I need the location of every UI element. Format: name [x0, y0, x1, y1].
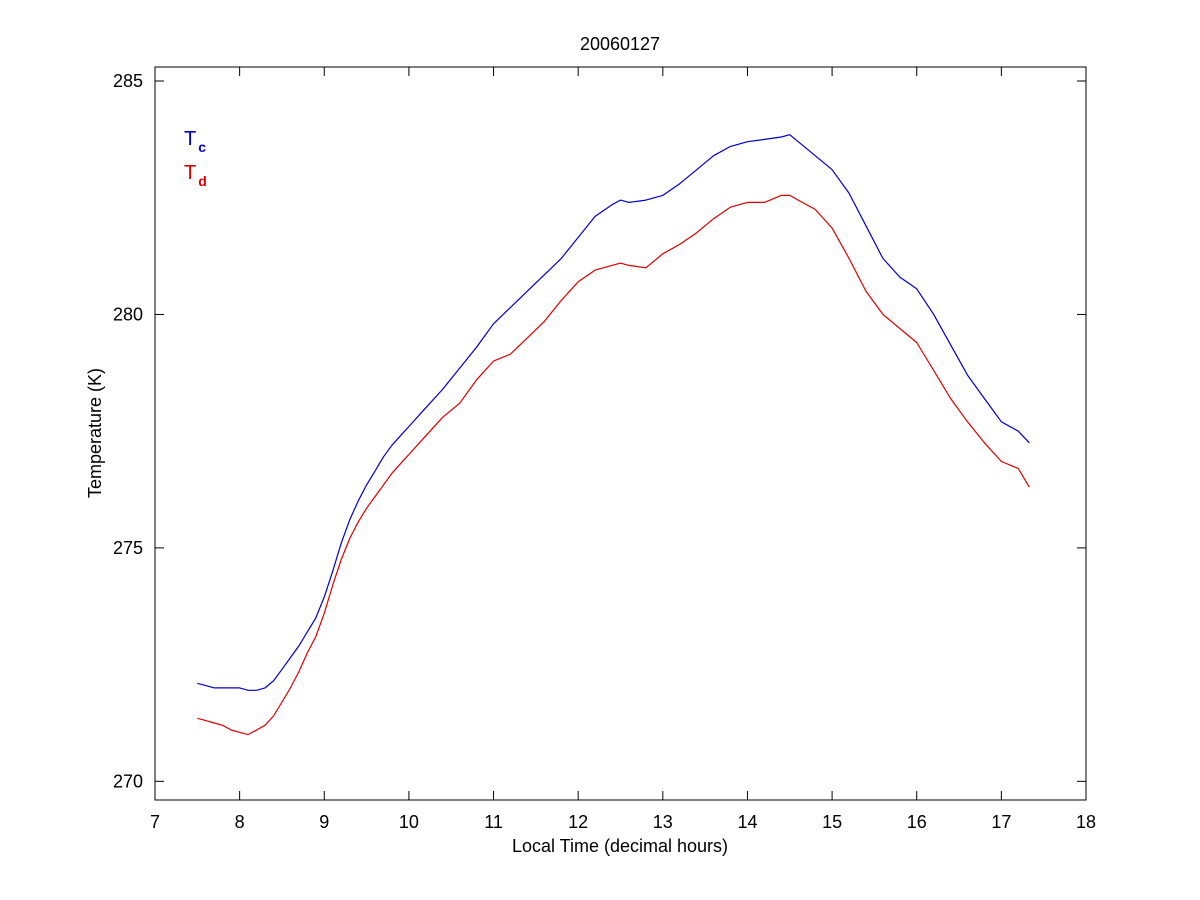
- series-line-td: [197, 194, 1030, 736]
- x-tick-label: 16: [907, 812, 927, 832]
- chart-title: 20060127: [580, 34, 660, 54]
- x-tick-label: 18: [1076, 812, 1096, 832]
- x-tick-label: 7: [150, 812, 160, 832]
- x-tick-label: 15: [822, 812, 842, 832]
- y-tick-label: 280: [113, 304, 143, 324]
- x-tick-label: 9: [319, 812, 329, 832]
- y-axis: 270 275 280 285: [113, 71, 1086, 791]
- plot-area-frame: [154, 66, 1087, 801]
- x-tick-label: 10: [399, 812, 419, 832]
- x-tick-label: 11: [484, 812, 503, 832]
- x-tick-label: 14: [737, 812, 757, 832]
- y-tick-label: 270: [113, 771, 143, 791]
- series-layer: [197, 134, 1030, 736]
- x-tick-label: 17: [991, 812, 1011, 832]
- y-tick-label: 275: [113, 538, 143, 558]
- x-axis: 7 8 9 10 11 12 13 14 15 16 17 18: [150, 67, 1096, 832]
- series-line-tc: [197, 134, 1030, 691]
- x-tick-label: 8: [235, 812, 245, 832]
- x-axis-label: Local Time (decimal hours): [512, 836, 728, 856]
- y-tick-label: 285: [113, 71, 143, 91]
- x-tick-label: 13: [653, 812, 673, 832]
- y-axis-label: Temperature (K): [85, 368, 105, 498]
- x-tick-label: 12: [568, 812, 588, 832]
